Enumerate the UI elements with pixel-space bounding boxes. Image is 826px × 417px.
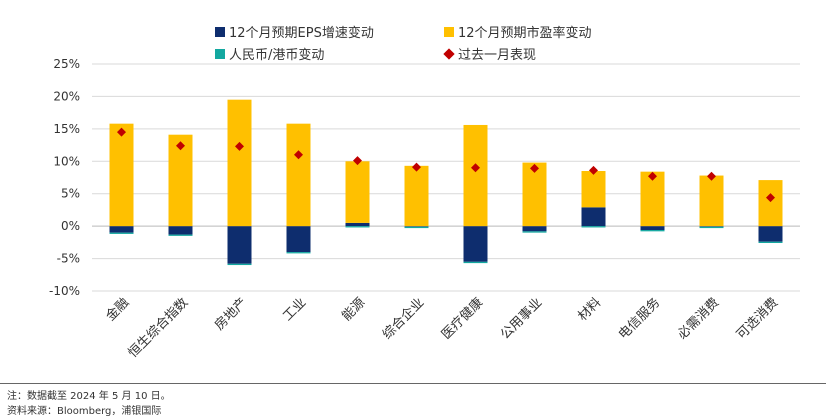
bar [345,222,370,227]
legend-label-fx: 人民币/港币变动 [229,48,325,63]
x-tick-label: 公用事业 [498,295,545,342]
marker-point [707,171,716,181]
bar [463,261,488,264]
bar [404,226,429,229]
bar [227,99,252,227]
x-tick-label: 恒生综合指数 [126,295,192,361]
bar [345,226,370,228]
bar [109,232,134,234]
stacked-bar-chart: -10% -5% 0% 5% 10% 15% 20% 25% 金融恒生综合指数 房地产 工业 能源综… [49,57,800,361]
bar [227,226,252,264]
x-tick-label: 可选消费 [734,295,781,342]
y-tick-label: -10% [49,284,80,298]
marker-point [353,156,362,166]
bars [109,99,783,266]
x-tick-label: 综合企业 [379,295,427,343]
x-tick-label: 房地产 [211,295,250,334]
x-tick-label: 电信服务 [615,295,663,343]
bar [581,226,606,228]
y-tick-label: 5% [61,187,80,201]
bar [522,226,547,232]
bar [345,161,370,223]
footnote: 注：数据截至 2024 年 5 月 10 日。 [7,391,171,402]
bar [758,226,783,242]
legend-swatch-eps [215,26,225,37]
markers [117,127,775,203]
marker-point [117,127,126,137]
x-tick-label: 材料 [575,295,604,324]
bar [463,124,488,227]
y-tick-label: -5% [57,252,80,266]
bar [286,252,311,254]
footer-divider [0,383,826,384]
bar [581,207,606,227]
legend-swatch-fx [215,48,225,59]
bar [758,180,783,227]
source-note: 资料来源：Bloomberg，浦银国际 [7,406,162,417]
legend-swatch-pe [444,26,454,37]
legend-item-fx: 人民币/港币变动 [215,44,324,63]
x-tick-label: 能源 [339,295,368,324]
legend-item-eps: 12个月预期EPS增速变动 [215,22,374,41]
marker-point [176,141,185,151]
bar [286,123,311,227]
bar [404,226,429,227]
legend-item-perf: 过去一月表现 [443,44,537,63]
bar [581,171,606,208]
bar [522,162,547,227]
x-tick-label: 金融 [103,295,133,325]
bar [463,226,488,262]
marker-point [235,141,244,151]
bar [168,226,193,235]
y-tick-label: 15% [53,122,80,136]
bar [109,226,134,233]
bar [640,226,665,231]
marker-point [766,193,775,203]
grid-lines [92,63,800,292]
bar [109,123,134,227]
marker-point [530,163,539,173]
legend-label-perf: 过去一月表现 [458,48,537,63]
marker-point [648,171,657,181]
bar [699,175,724,227]
bar [699,226,724,229]
legend-item-pe: 12个月预期市盈率变动 [444,22,592,41]
legend-label-eps: 12个月预期EPS增速变动 [229,26,374,41]
bar [404,165,429,227]
y-axis-ticks: -10% -5% 0% 5% 10% 15% 20% 25% [49,57,80,298]
bar [286,226,311,253]
bar [640,171,665,227]
bar [699,226,724,227]
x-tick-label: 必需消费 [675,295,722,342]
x-tick-label: 工业 [280,295,309,324]
marker-point [412,162,421,172]
bar [758,241,783,244]
bar [522,231,547,233]
marker-point [589,165,598,175]
bar [168,234,193,236]
legend-marker-perf [443,47,455,60]
y-tick-label: 0% [61,219,80,233]
y-tick-label: 25% [53,57,80,71]
bar [227,263,252,266]
marker-point [471,163,480,173]
marker-point [294,150,303,160]
bar [640,230,665,232]
y-tick-label: 20% [53,89,80,103]
x-tick-label: 医疗健康 [438,295,486,343]
legend-label-pe: 12个月预期市盈率变动 [458,26,592,41]
y-tick-label: 10% [53,154,80,168]
